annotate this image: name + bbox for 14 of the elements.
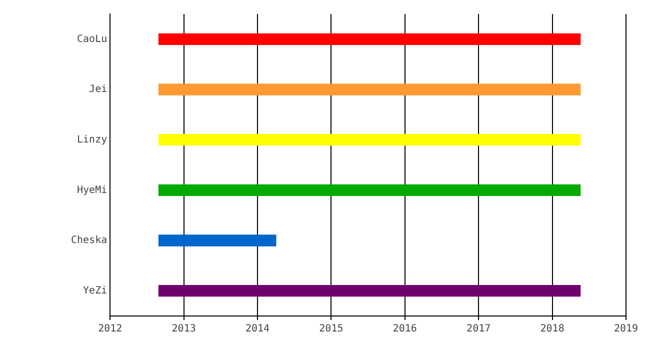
y-tick-label: YeZi: [83, 285, 108, 296]
x-tick-label: 2013: [172, 324, 196, 335]
y-tick-label: CaoLu: [77, 34, 108, 45]
x-tick-label: 2015: [319, 324, 344, 335]
x-tick-label: 2012: [98, 324, 122, 335]
x-tick-label: 2016: [392, 324, 417, 335]
x-tick-label: 2018: [540, 324, 564, 335]
x-tick-label: 2017: [466, 324, 491, 335]
x-tick-label: 2014: [245, 324, 270, 335]
y-tick-label: Jei: [89, 84, 108, 96]
y-tick-label: Cheska: [71, 235, 108, 246]
y-tick-label: Linzy: [77, 134, 108, 146]
x-tick-label: 2019: [614, 324, 638, 335]
y-tick-label: HyeMi: [77, 184, 108, 196]
